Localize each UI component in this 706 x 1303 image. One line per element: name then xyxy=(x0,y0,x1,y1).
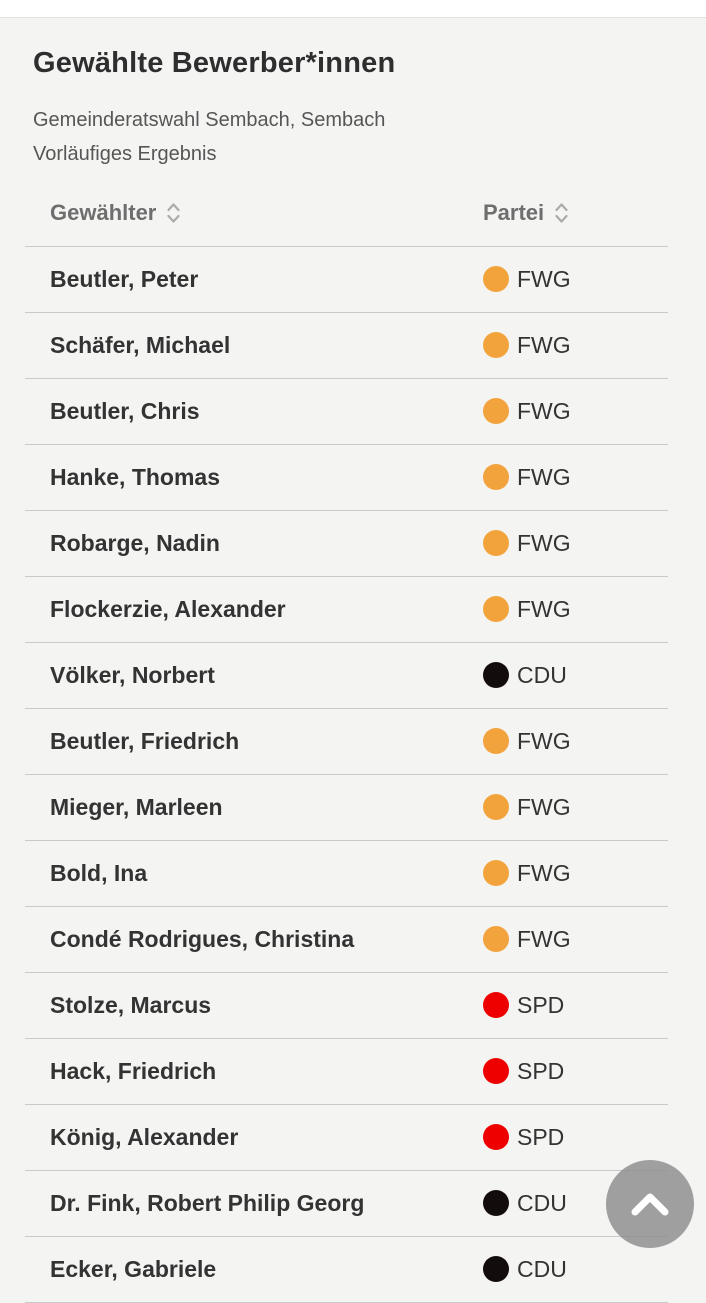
table-row: König, Alexander SPD xyxy=(25,1105,668,1171)
party-color-dot-icon xyxy=(483,662,509,689)
party-label: FWG xyxy=(517,793,571,820)
candidate-name: Condé Rodrigues, Christina xyxy=(50,925,355,952)
candidate-name: Schäfer, Michael xyxy=(50,331,231,358)
column-header-gewaehlter-label: Gewählter xyxy=(50,200,157,226)
table-row: Beutler, Peter FWG xyxy=(25,247,668,313)
candidate-name: Hack, Friedrich xyxy=(50,1057,217,1084)
column-header-partei-label: Partei xyxy=(483,200,545,226)
candidate-name: König, Alexander xyxy=(50,1123,239,1150)
party-label: FWG xyxy=(517,595,571,622)
party-label: FWG xyxy=(517,463,571,490)
party-label: FWG xyxy=(517,265,571,292)
party-color-dot-icon xyxy=(483,794,509,821)
candidate-name: Beutler, Peter xyxy=(50,265,199,292)
party-color-dot-icon xyxy=(483,266,509,293)
page-title: Gewählte Bewerber*innen xyxy=(33,47,396,80)
table-row: Hanke, Thomas FWG xyxy=(25,445,668,511)
table-header-row: Gewählter Partei xyxy=(25,181,668,247)
elected-candidates-table: Gewählter Partei Beutler, Peter F xyxy=(25,181,668,1303)
column-header-gewaehlter[interactable]: Gewählter xyxy=(50,200,181,226)
party-label: FWG xyxy=(517,859,571,886)
party-color-dot-icon xyxy=(483,1124,509,1151)
candidate-name: Beutler, Friedrich xyxy=(50,727,240,754)
sort-updown-icon xyxy=(555,203,568,223)
party-label: SPD xyxy=(517,1057,565,1084)
candidate-name: Hanke, Thomas xyxy=(50,463,220,490)
sort-updown-icon xyxy=(167,203,180,223)
party-label: SPD xyxy=(517,991,565,1018)
table-row: Bold, Ina FWG xyxy=(25,841,668,907)
top-strip xyxy=(0,0,706,18)
page-subtitle-election: Gemeinderatswahl Sembach, Sembach xyxy=(33,108,386,131)
candidate-name: Beutler, Chris xyxy=(50,397,200,424)
table-row: Stolze, Marcus SPD xyxy=(25,973,668,1039)
table-row: Condé Rodrigues, Christina FWG xyxy=(25,907,668,973)
candidate-name: Dr. Fink, Robert Philip Georg xyxy=(50,1189,365,1216)
chevron-up-icon xyxy=(631,1193,669,1216)
page-header: Gewählte Bewerber*innen Gemeinderatswahl… xyxy=(0,18,706,171)
table-row: Mieger, Marleen FWG xyxy=(25,775,668,841)
party-color-dot-icon xyxy=(483,728,509,755)
party-label: CDU xyxy=(517,1189,567,1216)
table-body: Beutler, Peter FWG Schäfer, Michael FWG … xyxy=(25,247,668,1303)
table-row: Schäfer, Michael FWG xyxy=(25,313,668,379)
page-subtitle-status: Vorläufiges Ergebnis xyxy=(33,142,217,165)
table-row: Völker, Norbert CDU xyxy=(25,643,668,709)
party-label: CDU xyxy=(517,1255,567,1282)
column-header-partei[interactable]: Partei xyxy=(483,200,569,226)
party-color-dot-icon xyxy=(483,530,509,557)
candidate-name: Mieger, Marleen xyxy=(50,793,223,820)
party-label: FWG xyxy=(517,331,571,358)
party-color-dot-icon xyxy=(483,596,509,623)
party-color-dot-icon xyxy=(483,926,509,953)
party-label: FWG xyxy=(517,397,571,424)
candidate-name: Robarge, Nadin xyxy=(50,529,220,556)
party-label: SPD xyxy=(517,1123,565,1150)
party-label: FWG xyxy=(517,727,571,754)
party-label: CDU xyxy=(517,661,567,688)
candidate-name: Flockerzie, Alexander xyxy=(50,595,286,622)
candidate-name: Stolze, Marcus xyxy=(50,991,212,1018)
party-color-dot-icon xyxy=(483,1058,509,1085)
scroll-to-top-button[interactable] xyxy=(606,1160,694,1248)
table-row: Beutler, Friedrich FWG xyxy=(25,709,668,775)
table-row: Dr. Fink, Robert Philip Georg CDU xyxy=(25,1171,668,1237)
candidate-name: Bold, Ina xyxy=(50,859,148,886)
party-color-dot-icon xyxy=(483,1256,509,1283)
party-color-dot-icon xyxy=(483,992,509,1019)
party-label: FWG xyxy=(517,925,571,952)
party-color-dot-icon xyxy=(483,332,509,359)
candidate-name: Ecker, Gabriele xyxy=(50,1255,217,1282)
party-label: FWG xyxy=(517,529,571,556)
table-row: Beutler, Chris FWG xyxy=(25,379,668,445)
party-color-dot-icon xyxy=(483,1190,509,1217)
candidate-name: Völker, Norbert xyxy=(50,661,215,688)
party-color-dot-icon xyxy=(483,398,509,425)
table-row: Hack, Friedrich SPD xyxy=(25,1039,668,1105)
party-color-dot-icon xyxy=(483,860,509,887)
table-row: Flockerzie, Alexander FWG xyxy=(25,577,668,643)
table-row: Robarge, Nadin FWG xyxy=(25,511,668,577)
table-row: Ecker, Gabriele CDU xyxy=(25,1237,668,1303)
party-color-dot-icon xyxy=(483,464,509,491)
